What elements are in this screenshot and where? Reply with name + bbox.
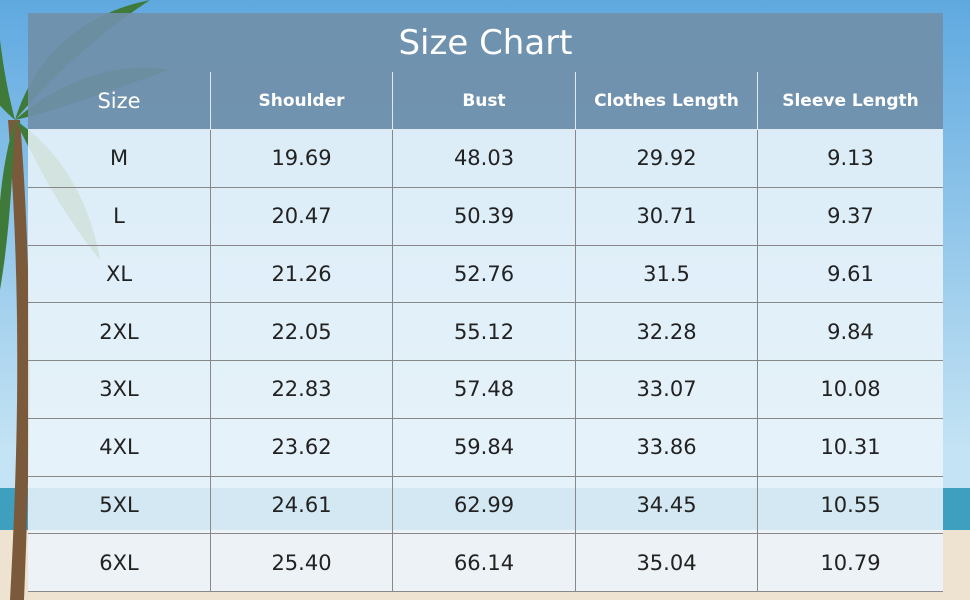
size-cell: 2XL	[28, 303, 211, 361]
value-cell: 34.45	[576, 476, 758, 535]
value-cell: 19.69	[211, 130, 393, 188]
header-cell: Clothes Length	[576, 72, 758, 130]
value-cell: 10.31	[758, 418, 943, 477]
size-cell: M	[28, 130, 211, 188]
value-cell: 23.62	[211, 418, 393, 477]
size-cell: 3XL	[28, 361, 211, 419]
value-cell: 32.28	[576, 303, 758, 361]
header-cell: Sleeve Length	[758, 72, 943, 130]
size-cell: XL	[28, 245, 211, 304]
value-cell: 9.37	[758, 187, 943, 246]
value-cell: 57.48	[393, 361, 576, 419]
value-cell: 50.39	[393, 187, 576, 246]
value-cell: 22.83	[211, 361, 393, 419]
value-cell: 25.40	[211, 534, 393, 592]
value-cell: 48.03	[393, 130, 576, 188]
size-cell: L	[28, 187, 211, 246]
header-cell: Bust	[393, 72, 576, 130]
size-cell: 6XL	[28, 534, 211, 592]
value-cell: 9.13	[758, 130, 943, 188]
size-table: Size Shoulder Bust Clothes Length Sleeve Len…	[28, 72, 943, 592]
value-cell: 10.55	[758, 476, 943, 535]
value-cell: 31.5	[576, 245, 758, 304]
value-cell: 10.79	[758, 534, 943, 592]
header-cell: Shoulder	[211, 72, 393, 130]
value-cell: 52.76	[393, 245, 576, 304]
value-cell: 33.07	[576, 361, 758, 419]
value-cell: 55.12	[393, 303, 576, 361]
value-cell: 62.99	[393, 476, 576, 535]
size-cell: 4XL	[28, 418, 211, 477]
value-cell: 24.61	[211, 476, 393, 535]
value-cell: 66.14	[393, 534, 576, 592]
size-cell: 5XL	[28, 476, 211, 535]
value-cell: 30.71	[576, 187, 758, 246]
value-cell: 29.92	[576, 130, 758, 188]
title: Size Chart	[28, 13, 943, 72]
value-cell: 33.86	[576, 418, 758, 477]
value-cell: 9.61	[758, 245, 943, 304]
value-cell: 9.84	[758, 303, 943, 361]
header-cell: Size	[28, 72, 211, 130]
value-cell: 35.04	[576, 534, 758, 592]
value-cell: 10.08	[758, 361, 943, 419]
value-cell: 22.05	[211, 303, 393, 361]
value-cell: 21.26	[211, 245, 393, 304]
value-cell: 59.84	[393, 418, 576, 477]
value-cell: 20.47	[211, 187, 393, 246]
